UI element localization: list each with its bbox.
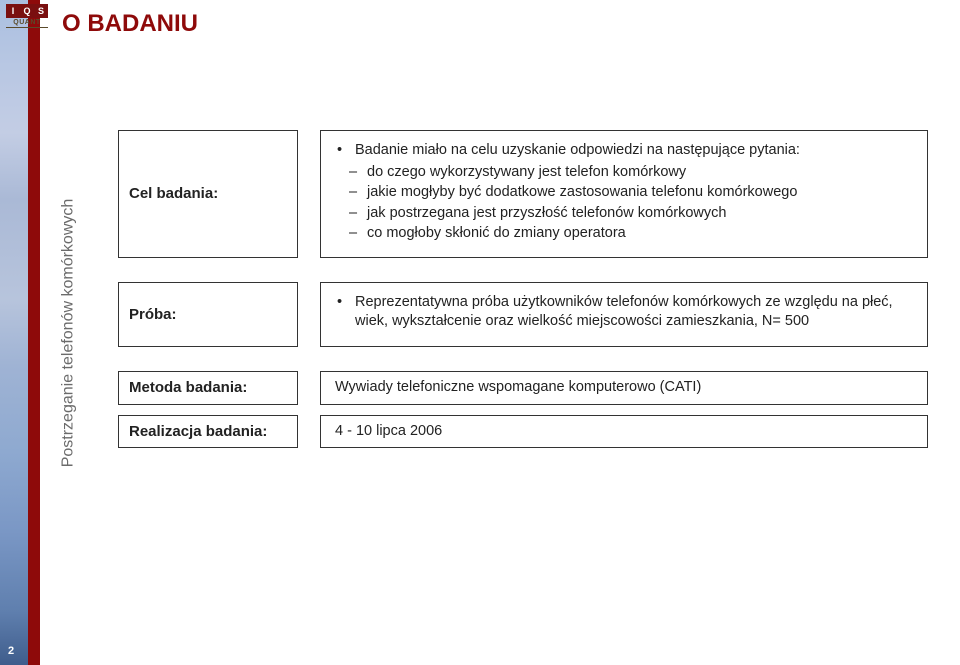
row-metoda: Metoda badania: Wywiady telefoniczne wsp… xyxy=(118,371,928,405)
slide: I Q S QUANT Postrzeganie telefonów komór… xyxy=(0,0,960,665)
label-metoda: Metoda badania: xyxy=(118,371,298,405)
metoda-text: Wywiady telefoniczne wspomagane komputer… xyxy=(335,378,701,398)
value-metoda: Wywiady telefoniczne wspomagane komputer… xyxy=(320,371,928,405)
vertical-section-label: Postrzeganie telefonów komórkowych xyxy=(48,0,88,665)
realizacja-text: 4 - 10 lipca 2006 xyxy=(335,422,442,442)
red-stripe-decoration xyxy=(28,0,40,665)
page-title: O BADANIU xyxy=(62,10,198,38)
logo-underline xyxy=(6,27,48,28)
page-number: 2 xyxy=(8,645,14,657)
value-proba: Reprezentatywna próba użytkowników telef… xyxy=(320,282,928,347)
label-proba: Próba: xyxy=(118,282,298,347)
label-realizacja: Realizacja badania: xyxy=(118,415,298,449)
value-cel-badania: Badanie miało na celu uzyskanie odpowied… xyxy=(320,130,928,258)
cel-item: jak postrzegana jest przyszłość telefonó… xyxy=(363,204,913,224)
logo-letter: Q xyxy=(20,4,34,18)
brand-logo: I Q S QUANT xyxy=(6,4,48,28)
cel-item: co mogłoby skłonić do zmiany operatora xyxy=(363,224,913,244)
row-proba: Próba: Reprezentatywna próba użytkownikó… xyxy=(118,282,928,347)
logo-subtext: QUANT xyxy=(6,19,48,26)
row-realizacja: Realizacja badania: 4 - 10 lipca 2006 xyxy=(118,415,928,449)
label-cel-badania: Cel badania: xyxy=(118,130,298,258)
cel-item: do czego wykorzystywany jest telefon kom… xyxy=(363,163,913,183)
proba-text: Reprezentatywna próba użytkowników telef… xyxy=(349,293,913,332)
vertical-section-label-text: Postrzeganie telefonów komórkowych xyxy=(59,198,77,467)
value-realizacja: 4 - 10 lipca 2006 xyxy=(320,415,928,449)
row-cel-badania: Cel badania: Badanie miało na celu uzysk… xyxy=(118,130,928,258)
cel-item: jakie mogłyby być dodatkowe zastosowania… xyxy=(363,183,913,203)
left-band-decoration xyxy=(0,0,28,665)
cel-lead-text: Badanie miało na celu uzyskanie odpowied… xyxy=(349,141,913,161)
logo-letter: S xyxy=(34,4,48,18)
content-area: Cel badania: Badanie miało na celu uzysk… xyxy=(118,130,928,458)
logo-letter: I xyxy=(6,4,20,18)
